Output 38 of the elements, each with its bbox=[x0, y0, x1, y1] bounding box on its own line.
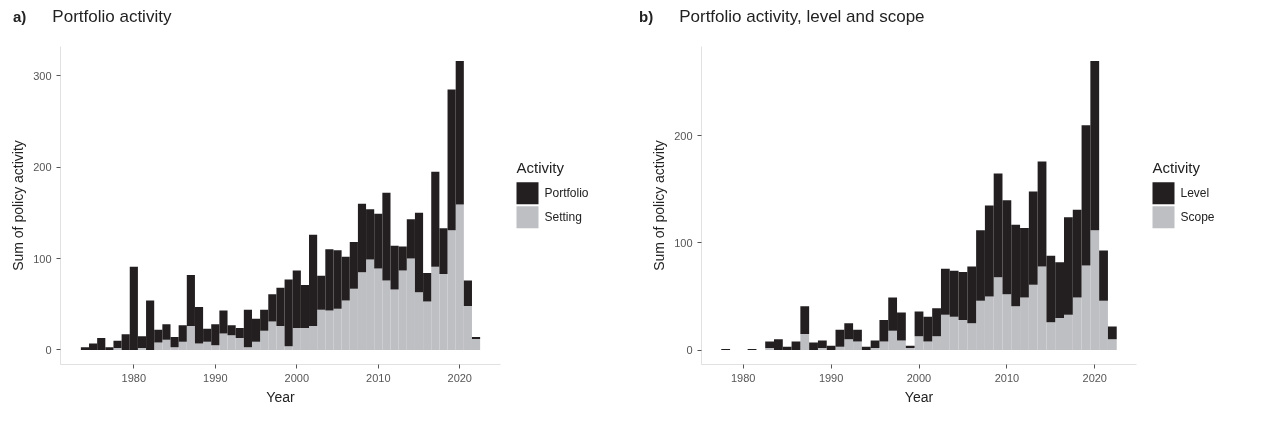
y-tick-label: 200 bbox=[33, 161, 52, 174]
x-tick-label: 2010 bbox=[366, 371, 391, 384]
bar bbox=[1107, 326, 1117, 340]
bar bbox=[800, 306, 810, 334]
text: b) bbox=[639, 8, 654, 25]
bar bbox=[463, 280, 472, 307]
y-axis-title: Sum of policy activity bbox=[10, 140, 27, 271]
x-axis-title: Year bbox=[266, 388, 295, 405]
x-tick-label: 2020 bbox=[1082, 371, 1108, 384]
x-tick-label: 1980 bbox=[731, 371, 756, 384]
bar bbox=[765, 347, 774, 351]
y-tick-label: 100 bbox=[674, 236, 693, 249]
legend-title: Activity bbox=[516, 158, 565, 176]
legend-label: Setting bbox=[544, 210, 582, 225]
legend-label: Scope bbox=[1180, 210, 1215, 225]
bar bbox=[800, 333, 810, 351]
legend-label: Level bbox=[1180, 186, 1210, 201]
legend-title: Activity bbox=[1152, 158, 1201, 176]
x-tick-label: 1990 bbox=[818, 371, 844, 384]
y-tick-label: 200 bbox=[674, 129, 693, 142]
y-axis-title: Sum of policy activity bbox=[651, 140, 668, 271]
x-tick-label: 2020 bbox=[447, 371, 473, 384]
y-tick-label: 0 bbox=[45, 343, 52, 356]
x-tick-label: 2000 bbox=[284, 371, 310, 384]
bar bbox=[1099, 250, 1108, 301]
x-axis-title: Year bbox=[904, 388, 934, 405]
chart-title: Portfolio activity bbox=[52, 7, 172, 26]
text: a) bbox=[13, 8, 27, 25]
bar bbox=[817, 347, 827, 351]
y-tick-label: 100 bbox=[33, 252, 52, 265]
chart-title: Portfolio activity, level and scope bbox=[679, 7, 925, 26]
x-tick-label: 1990 bbox=[203, 371, 228, 384]
y-tick-label: 0 bbox=[686, 344, 693, 357]
legend-label: Portfolio bbox=[544, 186, 589, 201]
y-tick-label: 300 bbox=[33, 69, 52, 82]
x-tick-label: 2000 bbox=[906, 371, 932, 384]
x-tick-label: 2010 bbox=[994, 371, 1020, 384]
x-tick-label: 1980 bbox=[121, 371, 147, 384]
